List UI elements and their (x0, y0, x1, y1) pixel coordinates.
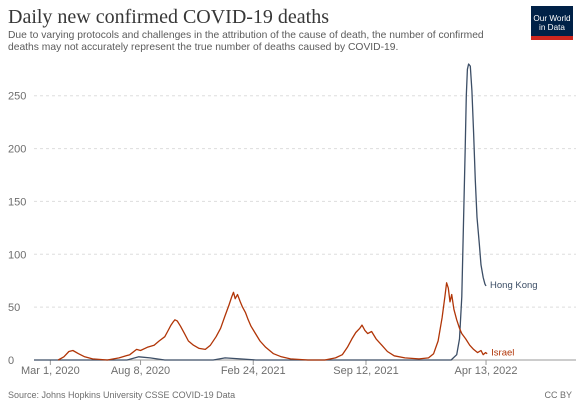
y-tick-label: 250 (8, 91, 26, 103)
x-tick-label: Sep 12, 2021 (333, 365, 398, 377)
series-label-israel[interactable]: Israel (491, 348, 514, 359)
x-axis-ticks: Mar 1, 2020 Aug 8, 2020 Feb 24, 2021 Sep 12… (21, 360, 518, 377)
license-link[interactable]: CC BY (544, 390, 572, 400)
gridlines (34, 95, 576, 361)
y-tick-label: 50 (8, 302, 20, 314)
y-tick-label: 150 (8, 196, 26, 208)
x-tick-label: Feb 24, 2021 (221, 365, 286, 377)
chart-subtitle: Due to varying protocols and challenges … (8, 30, 484, 53)
x-tick-label: Apr 13, 2022 (455, 365, 518, 377)
owid-logo[interactable]: Our World in Data (531, 6, 573, 40)
series-label-hong-kong[interactable]: Hong Kong (490, 280, 538, 291)
chart-title: Daily new confirmed COVID-19 deaths (8, 6, 330, 28)
series-line-israel (57, 282, 488, 361)
y-tick-label: 200 (8, 144, 26, 156)
source-note: Source: Johns Hopkins University CSSE CO… (8, 390, 236, 400)
series-lines (34, 63, 488, 361)
y-tick-label: 0 (8, 355, 14, 367)
series-line-hong-kong (34, 63, 487, 361)
x-tick-label: Mar 1, 2020 (21, 365, 80, 377)
logo-line-1: Our World (533, 13, 571, 23)
y-tick-label: 100 (8, 249, 26, 261)
y-axis-ticks: 0 50 100 150 200 250 (8, 91, 26, 367)
logo-line-2: in Data (539, 23, 565, 32)
series-labels: Hong Kong Israel (490, 280, 538, 359)
x-tick-label: Aug 8, 2020 (111, 365, 170, 377)
